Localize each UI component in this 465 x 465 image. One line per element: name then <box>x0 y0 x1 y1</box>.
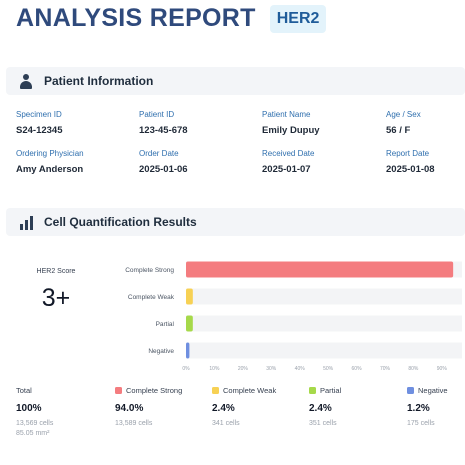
complete-strong-cells: 13,589 cells <box>115 420 153 427</box>
negative-percent: 1.2% <box>407 403 430 414</box>
x-tick-label: 40% <box>295 366 306 370</box>
summary-partial: Partial 2.4% 351 cells <box>309 386 341 427</box>
complete-strong-swatch <box>115 387 122 394</box>
partial-label: Partial <box>320 386 342 395</box>
summary-complete-weak: Complete Weak 2.4% 341 cells <box>212 386 276 427</box>
partial-swatch <box>309 387 316 394</box>
patient-id-field: Patient ID 123-45-678 <box>139 110 188 136</box>
bar-negative <box>186 342 190 359</box>
patient-name-label: Patient Name <box>262 110 311 119</box>
ordering-physician-label: Ordering Physician <box>16 149 84 158</box>
order-date-value: 2025-01-06 <box>139 164 188 175</box>
bar-complete-weak <box>186 288 193 305</box>
negative-label: Negative <box>418 386 448 395</box>
age-sex-value: 56 / F <box>386 125 411 136</box>
x-tick-label: 80% <box>408 366 419 370</box>
ordering-physician-value: Amy Anderson <box>16 164 84 175</box>
bar-track <box>186 342 462 359</box>
x-tick-label: 20% <box>238 366 249 370</box>
partial-percent: 2.4% <box>309 403 332 414</box>
specimen-id-value: S24-12345 <box>16 125 63 136</box>
report-header: ANALYSIS REPORT HER2 <box>16 4 327 33</box>
bar-track <box>186 315 462 332</box>
complete-weak-label: Complete Weak <box>223 386 277 395</box>
report-date-value: 2025-01-08 <box>386 164 435 175</box>
x-tick-label: 90% <box>437 366 448 370</box>
complete-weak-swatch <box>212 387 219 394</box>
cell-quantification-title: Cell Quantification Results <box>44 215 197 229</box>
x-tick-label: 30% <box>266 366 277 370</box>
bar-chart-icon <box>18 214 34 230</box>
category-label: Complete Weak <box>128 294 175 301</box>
summary-total-label: Total <box>16 386 32 395</box>
summary-negative: Negative 1.2% 175 cells <box>407 386 448 427</box>
bar-partial <box>186 315 193 332</box>
negative-cells: 175 cells <box>407 420 435 427</box>
x-tick-label: 0% <box>182 366 190 370</box>
negative-swatch <box>407 387 414 394</box>
bar-track <box>186 288 462 305</box>
summary-total-area: 85.05 mm² <box>16 430 50 437</box>
report-date-field: Report Date 2025-01-08 <box>386 149 435 175</box>
patient-id-value: 123-45-678 <box>139 125 188 136</box>
patient-name-field: Patient Name Emily Dupuy <box>262 110 320 136</box>
complete-strong-label: Complete Strong <box>126 386 183 395</box>
person-icon <box>18 73 34 89</box>
category-label: Complete Strong <box>125 267 174 274</box>
order-date-label: Order Date <box>139 149 179 158</box>
category-label: Negative <box>148 348 174 355</box>
summary-complete-strong: Complete Strong 94.0% 13,589 cells <box>115 386 182 427</box>
her2-score-label: HER2 Score <box>36 268 76 275</box>
report-date-label: Report Date <box>386 149 430 158</box>
patient-information-title: Patient Information <box>44 74 154 88</box>
specimen-id-field: Specimen ID S24-12345 <box>16 110 62 136</box>
cell-quantification-header: Cell Quantification Results <box>6 208 465 236</box>
x-tick-label: 10% <box>209 366 220 370</box>
x-tick-label: 60% <box>352 366 363 370</box>
bar-complete-strong <box>186 261 454 278</box>
age-sex-field: Age / Sex 56 / F <box>386 110 421 136</box>
summary-total-cells: 13,569 cells <box>16 420 54 427</box>
x-tick-label: 50% <box>323 366 334 370</box>
received-date-field: Received Date 2025-01-07 <box>262 149 314 175</box>
partial-cells: 351 cells <box>309 420 337 427</box>
received-date-value: 2025-01-07 <box>262 164 311 175</box>
specimen-id-label: Specimen ID <box>16 110 62 119</box>
report-title: ANALYSIS REPORT <box>16 4 256 32</box>
category-label: Partial <box>156 321 175 328</box>
summary-total-percent: 100% <box>16 403 42 414</box>
patient-id-label: Patient ID <box>139 110 175 119</box>
her2-badge: HER2 <box>269 4 327 33</box>
x-tick-label: 70% <box>380 366 391 370</box>
cell-quantification-chart: Complete Strong Complete Weak Partial Negat… <box>125 261 462 370</box>
summary-total: Total 100% 13,569 cells 85.05 mm² <box>16 386 53 437</box>
received-date-label: Received Date <box>262 149 315 158</box>
ordering-physician-field: Ordering Physician Amy Anderson <box>16 149 84 175</box>
patient-name-value: Emily Dupuy <box>262 125 320 136</box>
complete-weak-cells: 341 cells <box>212 420 240 427</box>
patient-information-header: Patient Information <box>6 67 465 95</box>
her2-score-value: 3+ <box>41 284 71 312</box>
order-date-field: Order Date 2025-01-06 <box>139 149 188 175</box>
age-sex-label: Age / Sex <box>386 110 421 119</box>
complete-weak-percent: 2.4% <box>212 403 235 414</box>
complete-strong-percent: 94.0% <box>115 403 144 414</box>
